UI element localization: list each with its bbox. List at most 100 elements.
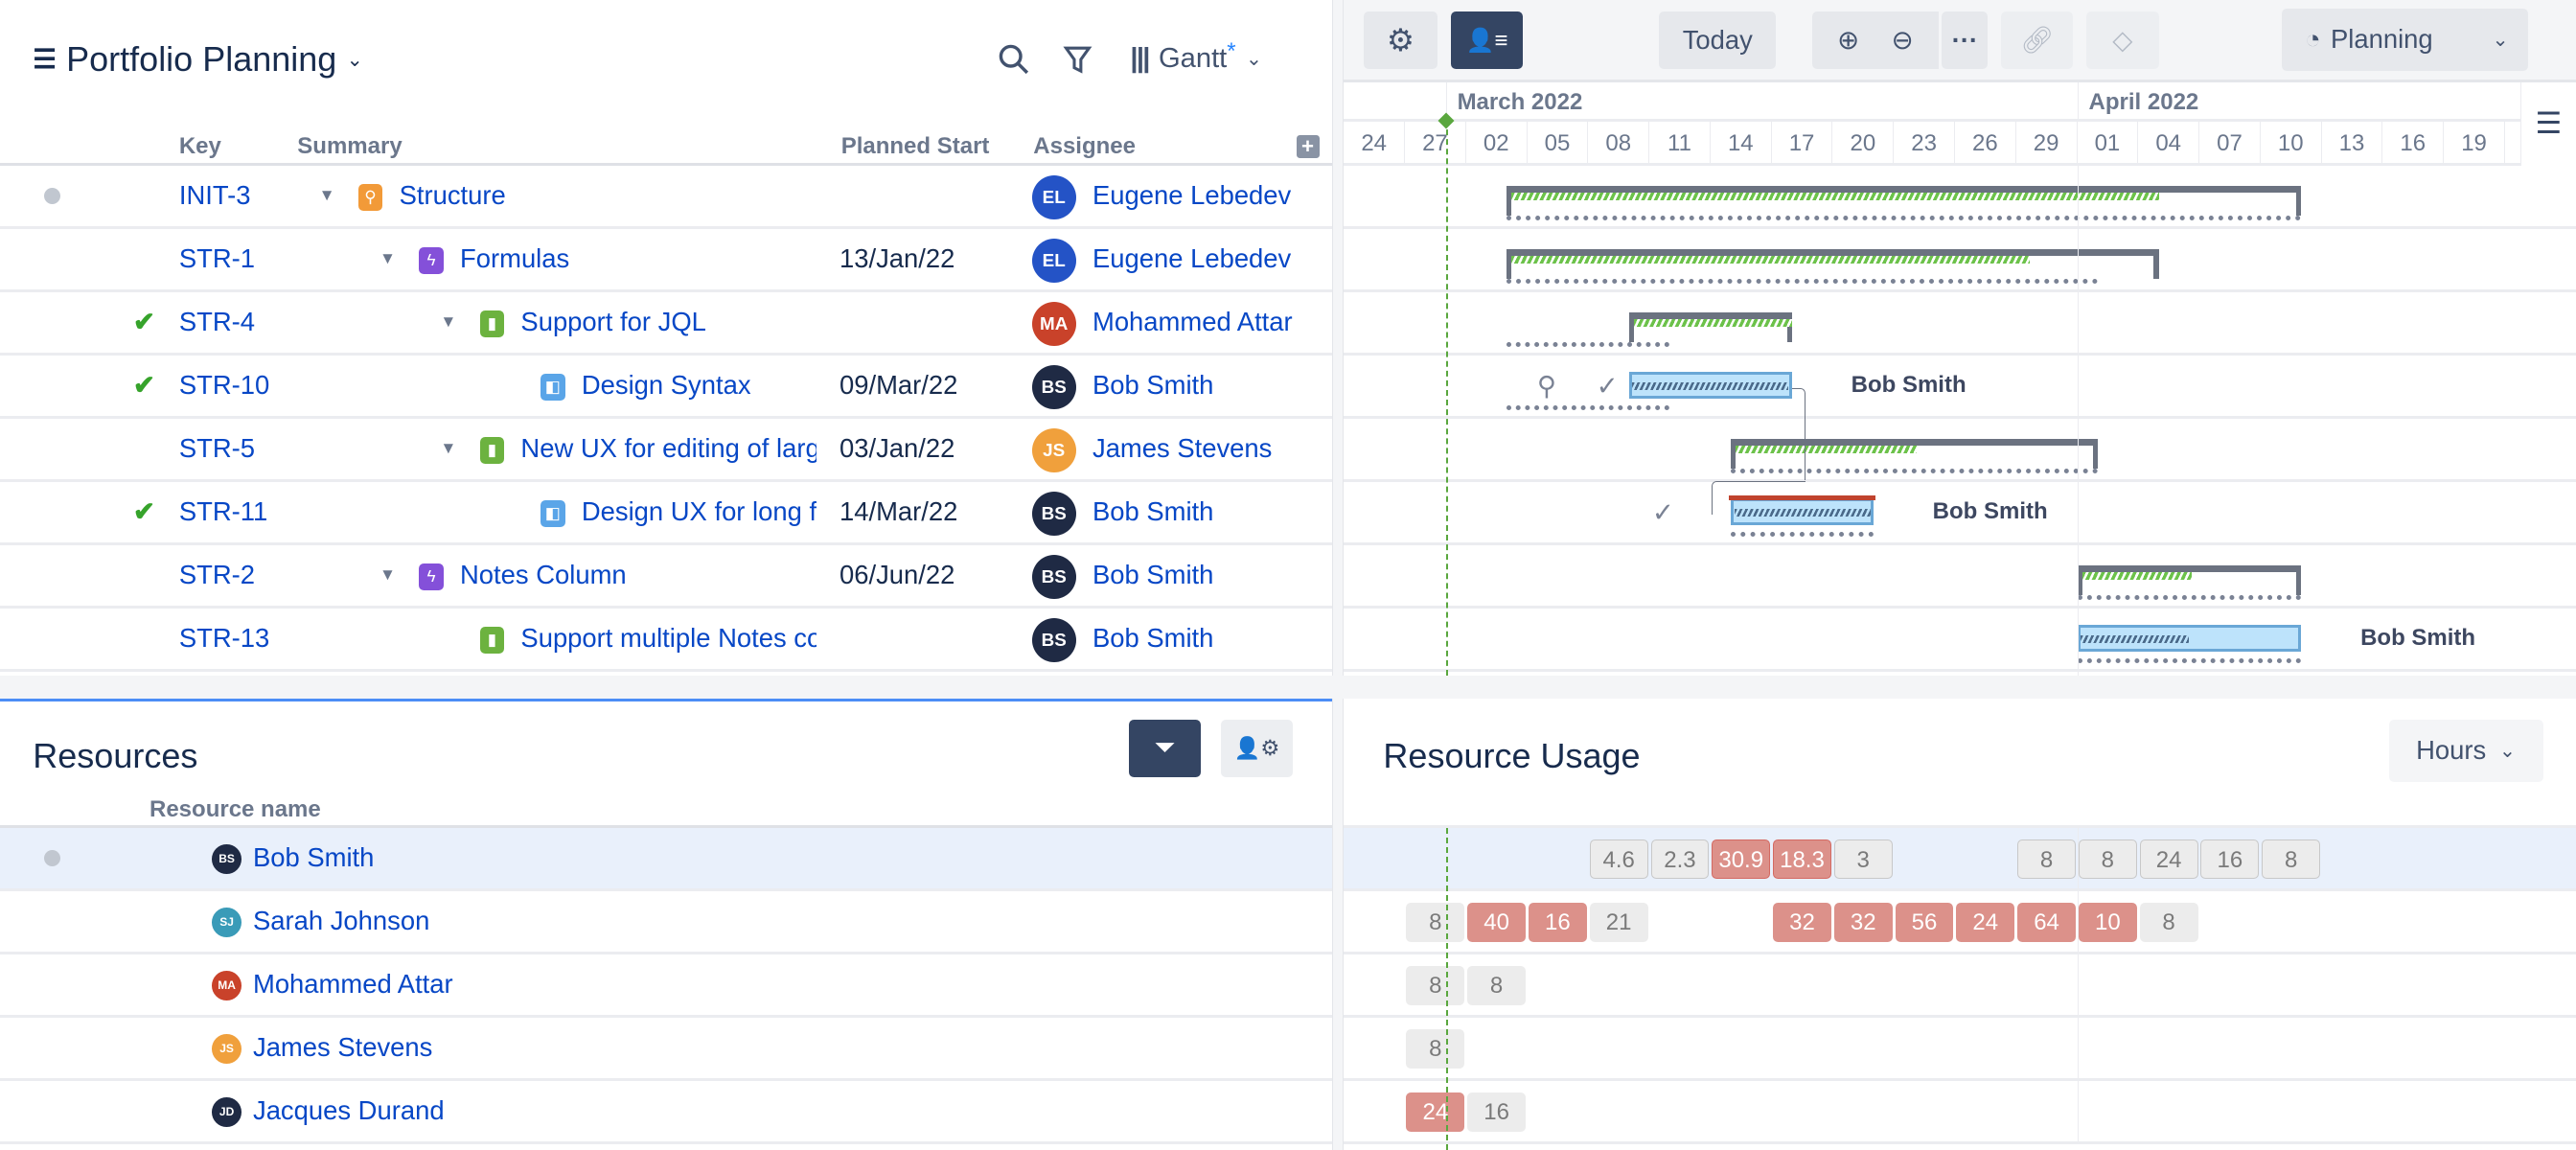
usage-cell-overallocated[interactable]: 24 <box>1956 903 2015 943</box>
table-row[interactable]: ✔ STR-4 ▼ ▮ Support for JQL MA Mohammed Attar <box>0 292 1333 356</box>
table-row[interactable]: STR-1 ▼ ϟ Formulas 13/Jan/22 EL Eugene Lebedev <box>0 229 1333 293</box>
resource-row[interactable]: MA Mohammed Attar <box>0 954 1333 1018</box>
resource-name[interactable]: James Stevens <box>252 1032 433 1062</box>
usage-cell[interactable]: 16 <box>2200 840 2260 880</box>
expand-caret-icon[interactable]: ▼ <box>440 311 457 332</box>
resource-cell[interactable]: SJ Sarah Johnson <box>212 891 429 951</box>
issue-key[interactable]: INIT-3 <box>178 180 251 211</box>
resource-name[interactable]: Jacques Durand <box>252 1095 445 1125</box>
table-row[interactable]: STR-5 ▼ ▮ New UX for editing of large formu… <box>0 419 1333 483</box>
assignee-name[interactable]: Bob Smith <box>1092 370 1214 401</box>
issue-summary[interactable]: Design UX for long formulas <box>581 496 816 527</box>
legend-list-icon[interactable]: ☰ <box>2519 81 2576 167</box>
assignee-name[interactable]: Bob Smith <box>1092 560 1214 590</box>
assignee-name[interactable]: Bob Smith <box>1092 496 1214 527</box>
milestone-button[interactable]: ◇ <box>2086 12 2159 69</box>
assignee-cell[interactable]: EL Eugene Lebedev <box>1031 166 1311 225</box>
issue-summary[interactable]: Design Syntax <box>581 370 751 401</box>
assignee-name[interactable]: Mohammed Attar <box>1092 307 1293 337</box>
assignee-cell[interactable]: BS Bob Smith <box>1031 609 1311 668</box>
usage-cell-overallocated[interactable]: 56 <box>1895 903 1954 943</box>
usage-cell[interactable]: 2.3 <box>1650 840 1710 880</box>
assignee-cell[interactable]: BS Bob Smith <box>1031 482 1311 541</box>
assignee-name[interactable]: James Stevens <box>1092 433 1273 464</box>
resource-filter-button[interactable]: ⏷ <box>1128 719 1202 777</box>
resource-name[interactable]: Bob Smith <box>252 842 375 872</box>
summary-bar[interactable] <box>1506 248 2159 256</box>
column-header-resource-name[interactable]: Resource name <box>150 796 321 823</box>
column-header-assignee[interactable]: Assignee <box>1033 132 1136 159</box>
usage-cell-overallocated[interactable]: 32 <box>1773 903 1831 943</box>
settings-button[interactable]: ⚙ <box>1363 12 1438 69</box>
more-button[interactable]: ··· <box>1942 12 1989 69</box>
summary-bar[interactable] <box>1628 311 1792 319</box>
summary-bar[interactable] <box>2077 564 2302 572</box>
usage-cell[interactable]: 8 <box>2262 840 2321 880</box>
today-button[interactable]: Today <box>1659 12 1777 69</box>
expand-caret-icon[interactable]: ▼ <box>318 185 335 205</box>
page-title[interactable]: ☰ Portfolio Planning ⌄ <box>33 39 363 80</box>
assignee-cell[interactable]: EL Eugene Lebedev <box>1031 229 1311 288</box>
unit-dropdown[interactable]: Hours ⌄ <box>2388 719 2543 782</box>
issue-key[interactable]: STR-10 <box>178 370 270 401</box>
resource-row[interactable]: JS James Stevens <box>0 1018 1333 1081</box>
issue-summary[interactable]: Support for JQL <box>520 307 706 337</box>
issue-key[interactable]: STR-2 <box>178 560 256 590</box>
issue-summary[interactable]: Support multiple Notes columns <box>520 623 816 654</box>
link-button[interactable]: 🔗︎ <box>2000 12 2074 69</box>
panel-splitter[interactable] <box>1332 0 1345 1150</box>
issue-key[interactable]: STR-4 <box>178 307 256 337</box>
usage-cell[interactable]: 8 <box>2139 903 2198 943</box>
issue-summary[interactable]: Notes Column <box>460 560 627 590</box>
usage-cell-overallocated[interactable]: 30.9 <box>1712 840 1771 880</box>
usage-cell-overallocated[interactable]: 18.3 <box>1773 840 1831 880</box>
mode-dropdown[interactable]: ◔ Planning ⌄ <box>2282 8 2529 71</box>
assignee-cell[interactable]: BS Bob Smith <box>1031 545 1311 605</box>
usage-cell[interactable]: 16 <box>1467 1092 1527 1133</box>
usage-cell-overallocated[interactable]: 24 <box>1406 1092 1465 1133</box>
usage-cell-overallocated[interactable]: 16 <box>1528 903 1587 943</box>
usage-cell[interactable]: 4.6 <box>1589 840 1648 880</box>
resource-cell[interactable]: JD Jacques Durand <box>212 1081 445 1140</box>
issue-key[interactable]: STR-13 <box>178 623 270 654</box>
assignee-name[interactable]: Eugene Lebedev <box>1092 180 1292 211</box>
usage-cell[interactable]: 8 <box>1406 966 1465 1006</box>
usage-cell-overallocated[interactable]: 64 <box>2017 903 2076 943</box>
table-row[interactable]: STR-2 ▼ ϟ Notes Column 06/Jun/22 BS Bob Smith <box>0 545 1333 610</box>
column-header-planned-start[interactable]: Planned Start <box>840 132 990 159</box>
resource-panel-toggle[interactable]: 👤≡ <box>1450 12 1524 69</box>
usage-cell[interactable]: 8 <box>1406 1029 1465 1070</box>
expand-caret-icon[interactable]: ▼ <box>380 248 396 268</box>
search-icon[interactable] <box>998 43 1030 83</box>
panel-separator[interactable] <box>0 675 2576 699</box>
table-row[interactable]: ✔ STR-11 ◧ Design UX for long formulas 14/Ma… <box>0 482 1333 546</box>
usage-cell-overallocated[interactable]: 10 <box>2078 903 2137 943</box>
resource-row[interactable]: JD Jacques Durand <box>0 1081 1333 1144</box>
issue-summary[interactable]: Formulas <box>460 243 570 274</box>
assignee-cell[interactable]: BS Bob Smith <box>1031 356 1311 415</box>
table-row[interactable]: STR-13▮Support multiple Notes columnsBSB… <box>0 609 1333 673</box>
usage-cell[interactable]: 8 <box>2017 840 2076 880</box>
expand-caret-icon[interactable]: ▼ <box>380 564 396 585</box>
usage-cell[interactable]: 3 <box>1833 840 1893 880</box>
usage-cell[interactable]: 8 <box>2078 840 2137 880</box>
assignee-name[interactable]: Eugene Lebedev <box>1092 243 1292 274</box>
resource-name[interactable]: Sarah Johnson <box>252 906 430 935</box>
view-selector[interactable]: ||| Gantt * ⌄ <box>1130 38 1262 75</box>
usage-cell[interactable]: 24 <box>2139 840 2198 880</box>
zoom-out-button[interactable]: ⊖ <box>1866 12 1939 69</box>
summary-bar[interactable] <box>1506 185 2302 193</box>
resource-cell[interactable]: MA Mohammed Attar <box>212 954 453 1014</box>
resource-cell[interactable]: JS James Stevens <box>212 1018 432 1077</box>
add-column-button[interactable]: + <box>1296 134 1320 158</box>
resource-name[interactable]: Mohammed Attar <box>252 969 453 999</box>
usage-cell-overallocated[interactable]: 32 <box>1833 903 1893 943</box>
filter-icon[interactable] <box>1063 43 1092 83</box>
assignee-name[interactable]: Bob Smith <box>1092 623 1214 654</box>
resource-row[interactable]: BS Bob Smith <box>0 828 1333 891</box>
expand-caret-icon[interactable]: ▼ <box>440 438 457 458</box>
issue-summary[interactable]: Structure <box>399 180 506 211</box>
table-row[interactable]: ✔ STR-10 ◧ Design Syntax 09/Mar/22 BS Bob Smit… <box>0 356 1333 420</box>
issue-key[interactable]: STR-1 <box>178 243 256 274</box>
table-row[interactable]: INIT-3 ▼ ⚲ Structure EL Eugene Lebedev <box>0 166 1333 230</box>
